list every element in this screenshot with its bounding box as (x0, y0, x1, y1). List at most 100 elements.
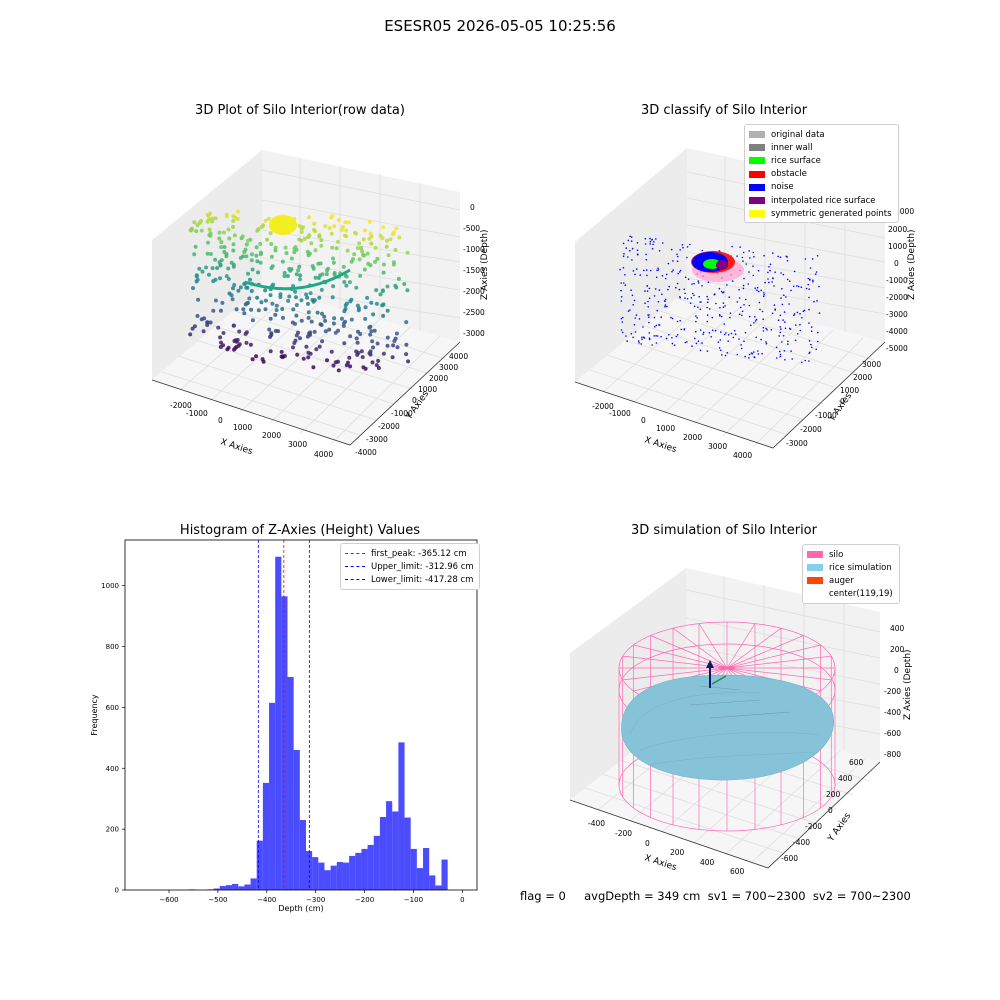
noise-point (620, 296, 623, 298)
noise-point (816, 300, 818, 302)
raw-point (302, 236, 307, 241)
noise-point (622, 255, 625, 257)
noise-point (641, 336, 643, 339)
noise-point (779, 314, 782, 317)
noise-point (620, 329, 623, 331)
raw-z-tick: -3000 (463, 329, 485, 338)
raw-y-tick: -2000 (378, 422, 400, 431)
raw-x-tick: -1000 (186, 409, 208, 418)
noise-point (664, 298, 667, 301)
raw-point (205, 323, 210, 327)
raw-point (294, 272, 299, 277)
noise-point (646, 274, 648, 277)
noise-point (763, 292, 765, 294)
raw-point (205, 219, 210, 224)
raw-point (294, 333, 299, 338)
noise-point (808, 352, 811, 355)
raw-point (310, 298, 315, 302)
histogram-bar (299, 820, 306, 890)
raw-point (289, 256, 294, 261)
noise-point (796, 285, 798, 287)
raw-point (330, 295, 335, 300)
noise-point (777, 255, 779, 258)
noise-point (651, 344, 653, 346)
raw-point (280, 259, 285, 264)
noise-point (810, 326, 813, 328)
noise-point (631, 259, 633, 261)
histogram-bar (312, 857, 319, 890)
noise-point (755, 336, 757, 339)
legend-item: Lower_limit: -417.28 cm (345, 573, 474, 586)
raw-point (371, 312, 376, 317)
raw-point (238, 255, 243, 260)
raw-point (331, 363, 336, 368)
raw-point (226, 266, 231, 271)
raw-point (255, 259, 260, 264)
noise-point (678, 288, 681, 291)
noise-point (794, 339, 797, 342)
raw-point (339, 228, 344, 232)
noise-point (753, 356, 756, 359)
raw-point (376, 358, 381, 363)
noise-point (767, 271, 769, 274)
noise-point (632, 336, 634, 339)
raw-point (208, 320, 213, 325)
noise-point (695, 320, 697, 323)
raw-point (210, 219, 215, 224)
noise-point (770, 329, 773, 331)
figure-title: ESESR05 2026-05-05 10:25:56 (384, 17, 616, 35)
raw-point (231, 286, 235, 291)
noise-point (620, 317, 623, 320)
raw-x-tick: 2000 (262, 431, 281, 440)
raw-point (327, 226, 332, 231)
noise-point (686, 246, 689, 248)
raw-point (263, 288, 268, 293)
rice-simulation-surface (621, 674, 834, 781)
noise-point (754, 287, 756, 290)
raw-point (326, 266, 331, 271)
noise-point (658, 250, 661, 252)
raw-point (246, 238, 251, 243)
noise-point (623, 253, 625, 255)
raw-point (308, 351, 313, 356)
raw-point (249, 258, 254, 263)
raw-point (266, 216, 271, 221)
noise-point (706, 320, 709, 323)
histogram-bar (281, 596, 288, 890)
raw-point (213, 257, 218, 262)
raw-point (199, 228, 204, 233)
x-tick-label: −300 (306, 896, 325, 904)
raw-point (394, 226, 399, 231)
histogram-bars (188, 556, 448, 890)
noise-point (624, 274, 626, 276)
raw-point (325, 358, 329, 363)
noise-point (760, 289, 762, 292)
raw-point (333, 330, 338, 335)
raw-point (311, 365, 316, 370)
raw-point (306, 315, 311, 320)
raw-point (369, 241, 374, 246)
noise-point (762, 318, 764, 321)
raw-point (305, 334, 310, 339)
raw-y-tick: 1000 (418, 385, 437, 394)
noise-point (782, 335, 785, 337)
raw-z-tick-labels: 0 -500 -1000 -1500 -2000 -2500 -3000 (463, 203, 485, 338)
noise-point (817, 340, 819, 343)
noise-point (741, 314, 743, 317)
noise-point (788, 303, 790, 305)
noise-point (699, 329, 702, 331)
sim-z-tick: -600 (884, 729, 901, 738)
noise-point (783, 350, 786, 352)
sim-y-tick: 400 (838, 774, 853, 783)
raw-point (362, 267, 367, 272)
raw-point (343, 319, 348, 324)
noise-point (636, 249, 639, 251)
sim-y-tick: -200 (805, 822, 822, 831)
noise-point (664, 304, 667, 306)
histogram-bar (287, 676, 294, 890)
noise-point (629, 309, 631, 311)
noise-point (661, 293, 663, 296)
noise-point (804, 258, 807, 260)
raw-point (269, 242, 274, 246)
raw-point (259, 300, 264, 305)
